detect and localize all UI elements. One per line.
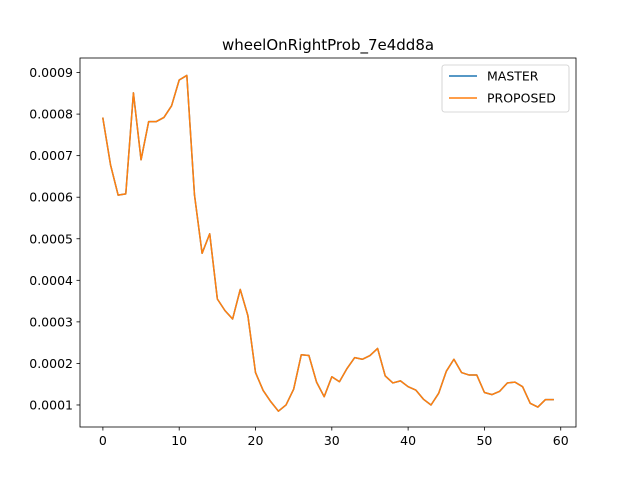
x-tick-label: 40 — [400, 433, 416, 448]
x-tick-label: 30 — [324, 433, 340, 448]
series-layer — [102, 74, 554, 412]
x-tick-label: 60 — [553, 433, 569, 448]
x-tick-label: 10 — [171, 433, 187, 448]
legend-label-proposed: PROPOSED — [487, 91, 556, 106]
y-tick-label: 0.0006 — [29, 190, 73, 205]
x-tick-label: 50 — [476, 433, 492, 448]
y-tick-label: 0.0005 — [29, 231, 73, 246]
x-tick-label: 20 — [248, 433, 264, 448]
y-tick-label: 0.0003 — [29, 314, 73, 329]
plot-frame — [79, 57, 577, 428]
y-tick-label: 0.0009 — [29, 65, 73, 80]
legend: MASTER PROPOSED — [441, 64, 570, 113]
y-tick-label: 0.0004 — [29, 273, 73, 288]
y-tick-label: 0.0001 — [29, 397, 73, 412]
axes-layer: 0 10 20 30 40 50 60 0.0001 0.0002 0.0003 0.0004 0.0… — [29, 57, 577, 448]
y-tick-label: 0.0007 — [29, 148, 73, 163]
y-tick-label: 0.0008 — [29, 107, 73, 122]
y-tick-label: 0.0002 — [29, 356, 73, 371]
series-line-proposed — [102, 74, 554, 412]
chart-title: wheelOnRightProb_7e4dd8a — [222, 36, 434, 55]
legend-label-master: MASTER — [487, 69, 539, 84]
x-tick-label: 0 — [99, 433, 107, 448]
